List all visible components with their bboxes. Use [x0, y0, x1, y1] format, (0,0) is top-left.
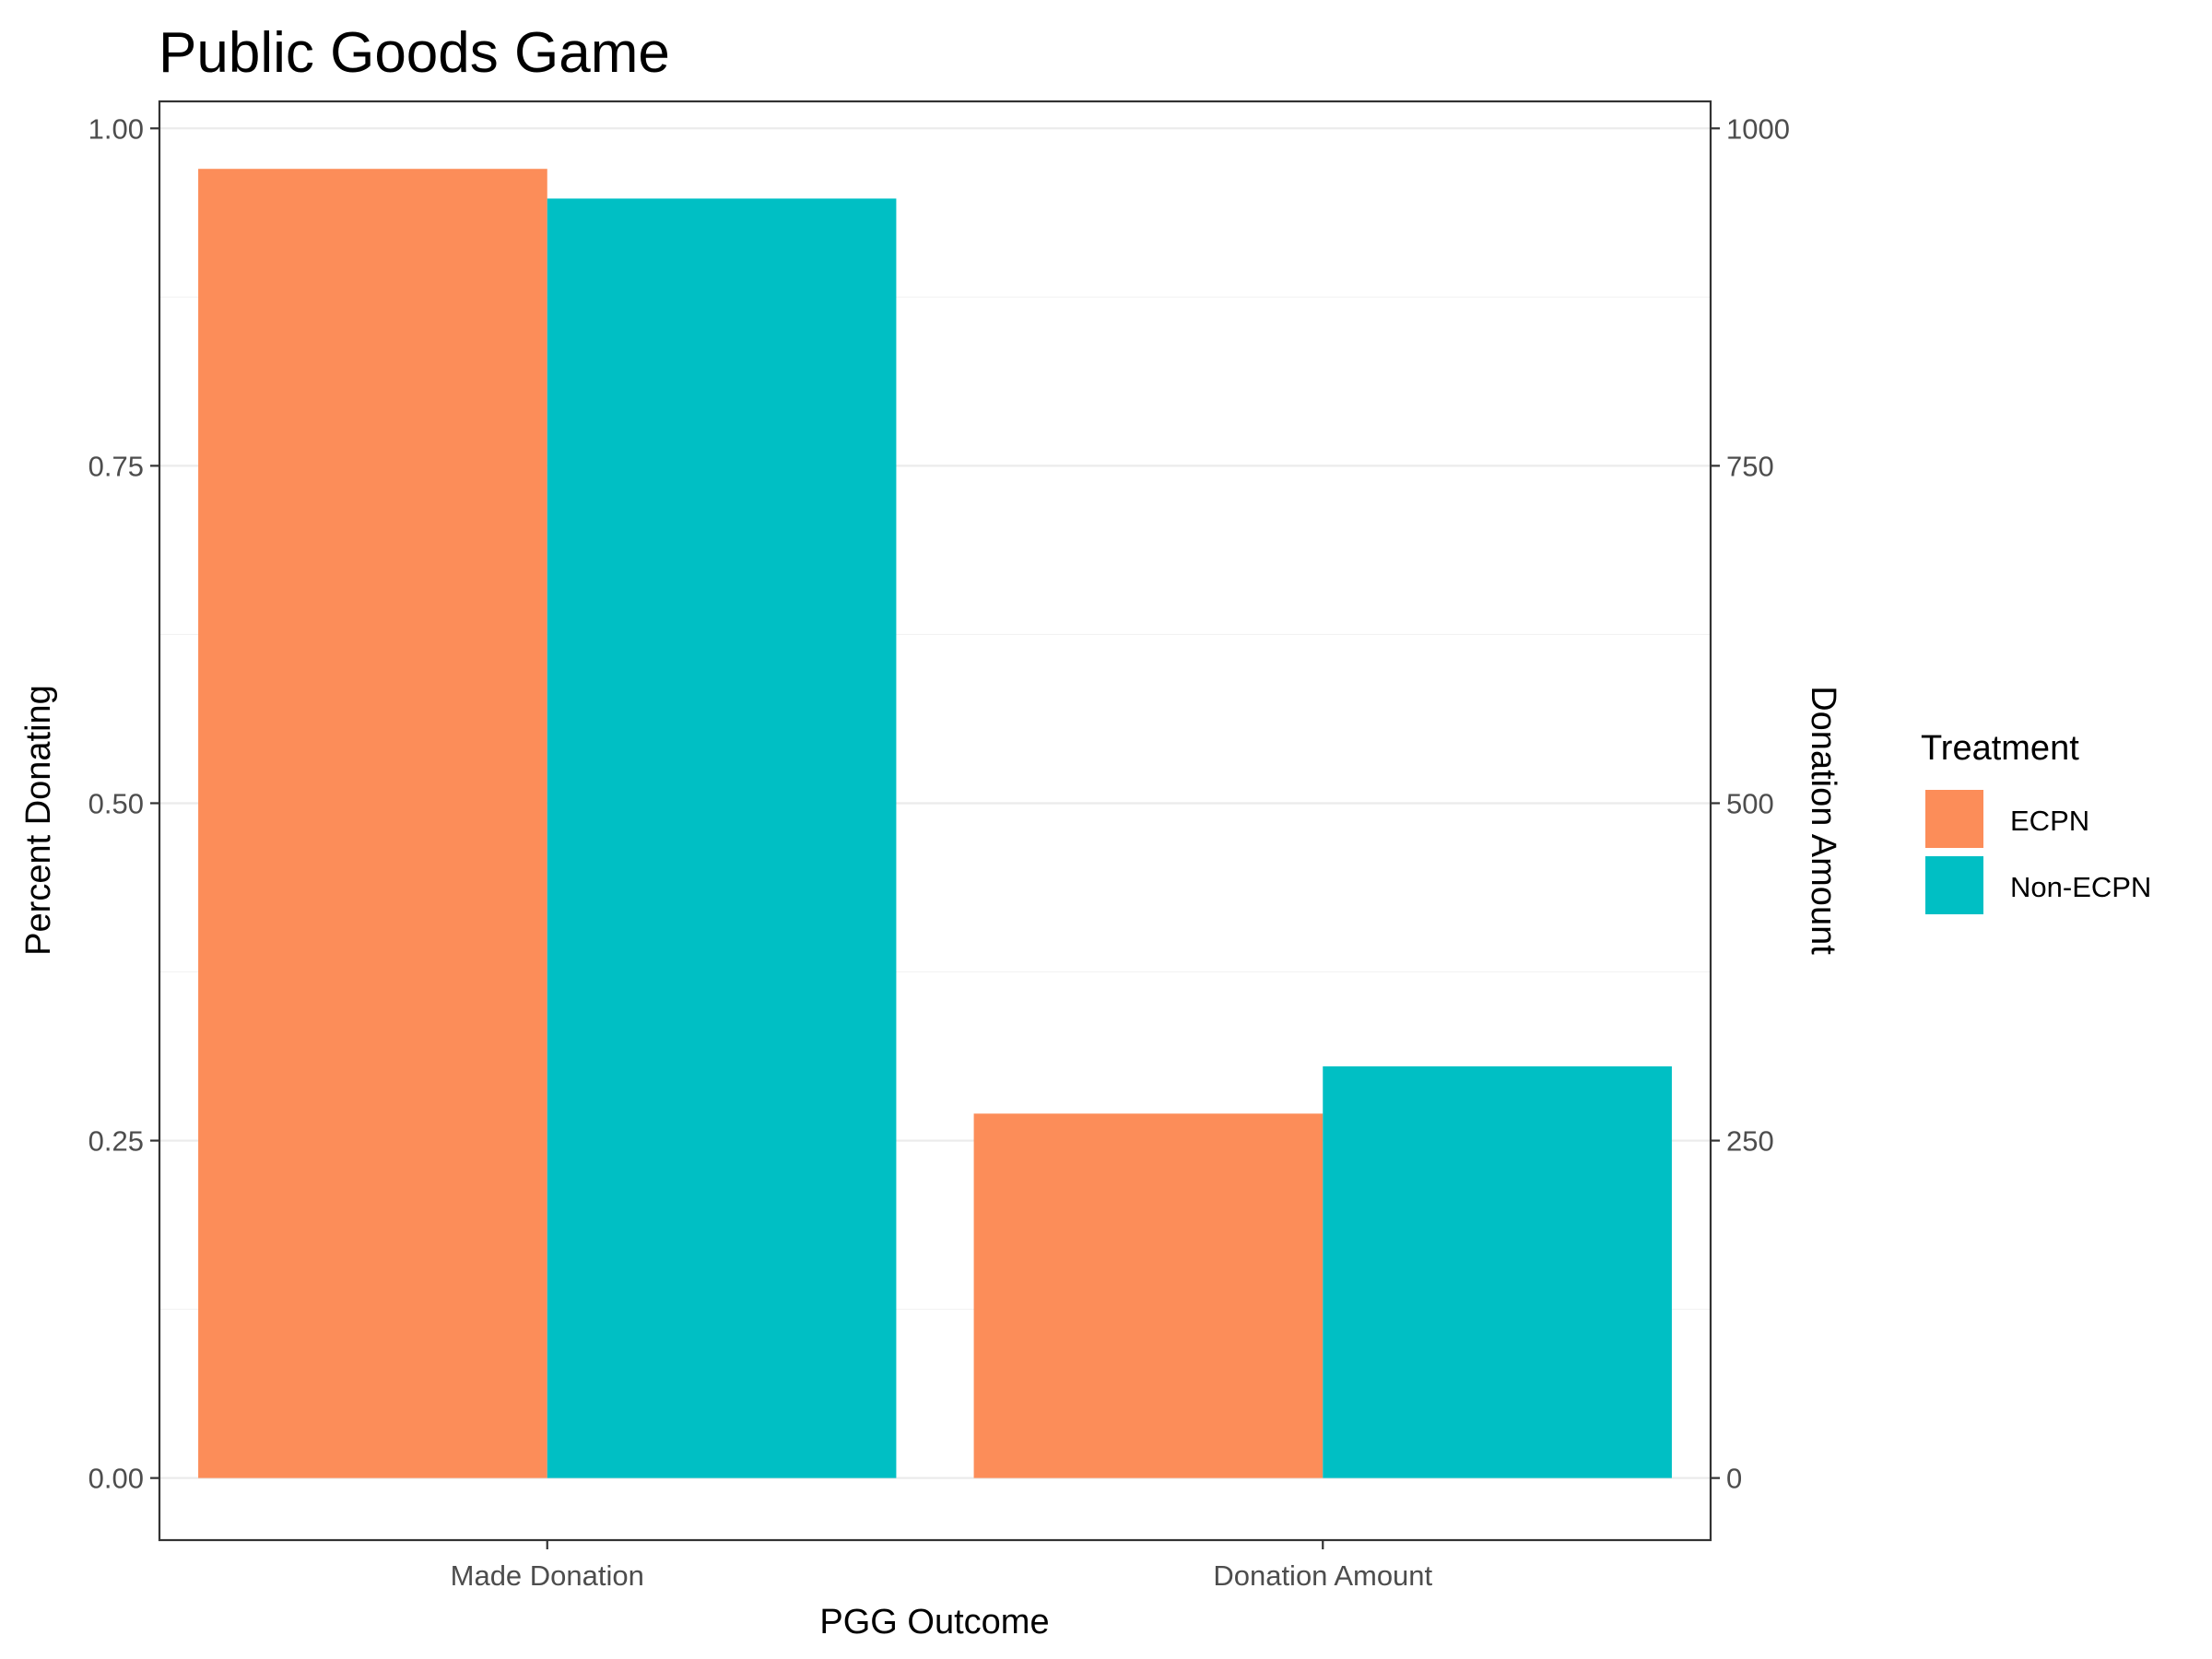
y2-tick-label: 250	[1726, 1125, 1774, 1158]
legend-label-ecpn: ECPN	[2010, 805, 2089, 837]
chart-title: Public Goods Game	[159, 21, 670, 85]
legend-swatch-non-ecpn	[1925, 856, 1983, 914]
legend-label-non-ecpn: Non-ECPN	[2010, 871, 2151, 903]
y2-tick-label: 1000	[1726, 112, 1790, 145]
x-tick-label: Made Donation	[451, 1559, 644, 1592]
y-tick-label: 0.25	[88, 1125, 144, 1158]
y-axis-title: Percent Donating	[19, 685, 58, 956]
bars	[198, 169, 1672, 1478]
bar-donation-amount-non-ecpn	[1323, 1066, 1672, 1478]
legend-title: Treatment	[1921, 729, 2079, 768]
y-tick-label: 0.50	[88, 787, 144, 819]
legend: Treatment ECPN Non-ECPN	[1921, 729, 2151, 916]
y2-tick-label: 750	[1726, 450, 1774, 482]
y-tick-label: 0.00	[88, 1463, 144, 1495]
secondary-y-axis-title: Donation Amount	[1804, 686, 1842, 955]
panel-border	[158, 100, 1712, 1542]
x-tick-label: Donation Amount	[1213, 1559, 1432, 1592]
y-axis: 0.00 0.25 0.50 0.75 1.00	[88, 112, 159, 1495]
x-axis: Made Donation Donation Amount	[451, 1540, 1433, 1592]
y2-tick-label: 500	[1726, 787, 1774, 819]
secondary-y-axis: 0 250 500 750 1000	[1711, 112, 1790, 1495]
y-tick-label: 0.75	[88, 450, 144, 482]
bar-made-donation-non-ecpn	[547, 198, 897, 1478]
bar-donation-amount-ecpn	[973, 1113, 1324, 1478]
legend-swatch-ecpn	[1925, 790, 1983, 848]
x-axis-title: PGG Outcome	[819, 1603, 1049, 1641]
y2-tick-label: 0	[1726, 1463, 1742, 1495]
bar-made-donation-ecpn	[198, 169, 547, 1478]
y-tick-label: 1.00	[88, 112, 144, 145]
